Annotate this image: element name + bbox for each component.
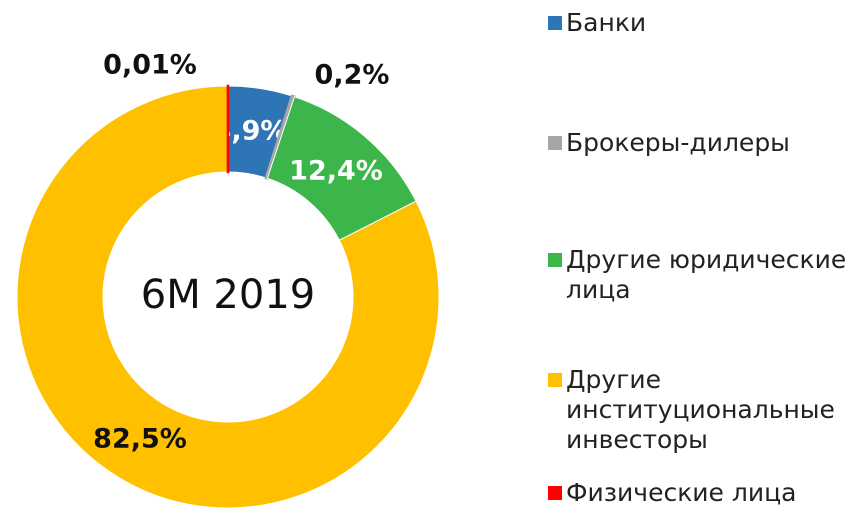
legend-label: Другие юридические лица — [566, 245, 847, 304]
legend-swatch — [548, 136, 562, 150]
value-label: 12,4% — [289, 156, 383, 187]
legend-item: Другие институциональные инвесторы — [548, 365, 865, 455]
value-label: 0,01% — [103, 50, 197, 81]
legend-label: Брокеры-дилеры — [566, 128, 790, 157]
legend-item: Другие юридические лица — [548, 245, 865, 305]
legend-label: Другие институциональные инвесторы — [566, 365, 835, 454]
legend-swatch — [548, 486, 562, 500]
legend-swatch — [548, 16, 562, 30]
legend-item: Брокеры-дилеры — [548, 128, 865, 158]
value-label: 0,2% — [315, 60, 390, 91]
center-label: 6M 2019 — [141, 272, 315, 318]
slice — [16, 85, 440, 509]
legend-swatch — [548, 373, 562, 387]
legend-item: Физические лица — [548, 478, 865, 508]
legend-swatch — [548, 253, 562, 267]
donut-area: 6M 2019 4,9%0,2%12,4%82,5%0,01% — [16, 50, 440, 509]
legend-label: Банки — [566, 8, 647, 37]
value-label: 82,5% — [93, 424, 187, 455]
legend-label: Физические лица — [566, 478, 797, 507]
legend-item: Банки — [548, 8, 865, 38]
